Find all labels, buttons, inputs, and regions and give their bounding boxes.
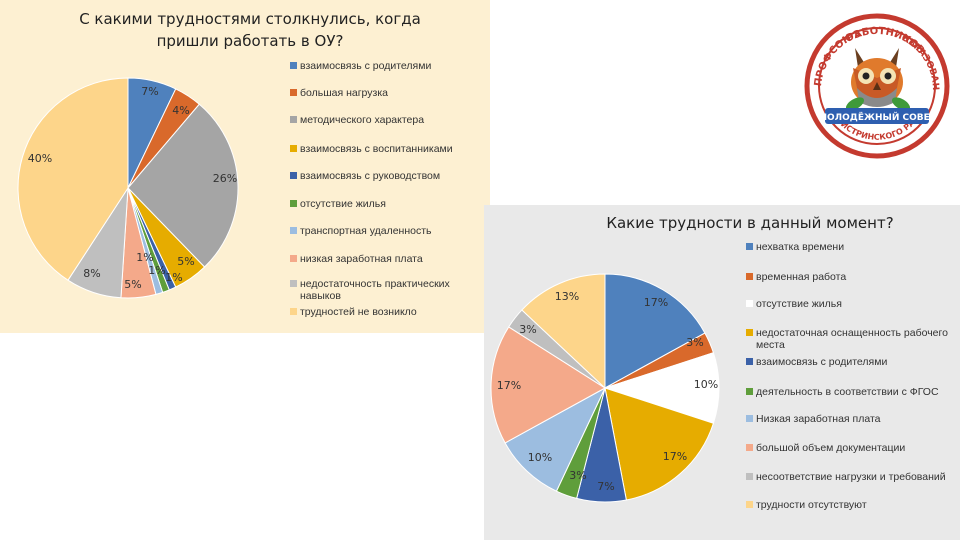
chart1-legend-label-4: взаимосвязь с воспитанниками (300, 143, 453, 155)
chart1-legend-label-2: большая нагрузка (300, 87, 389, 99)
chart1-legend-swatch-8 (290, 255, 297, 262)
chart1-slice-10 (17, 77, 129, 281)
chart1-legend-label-1: взаимосвязь с родителями (300, 60, 432, 72)
chart1-slice-3 (127, 103, 239, 268)
chart2-slice-3 (603, 352, 720, 424)
chart1-data-label-8: 5% (124, 278, 141, 291)
chart2-slice-8 (490, 326, 606, 444)
chart2-legend-swatch-7 (746, 415, 753, 422)
chart1-legend-swatch-9 (290, 280, 297, 287)
chart1-data-label-6: 1% (148, 264, 165, 277)
chart2-legend-swatch-9 (746, 473, 753, 480)
chart2-legend-label-5: взаимосвязь с родителями (756, 356, 888, 368)
chart2-legend-label-7: Низкая заработная плата (756, 413, 881, 425)
chart2-data-label-10: 13% (555, 290, 579, 303)
chart2-data-label-1: 17% (644, 296, 668, 309)
chart1-legend-label-8: низкая заработная плата (300, 253, 423, 265)
chart1-legend-swatch-1 (290, 62, 297, 69)
chart2-legend-label-2: временная работа (756, 271, 847, 283)
chart1-data-label-9: 8% (83, 267, 100, 280)
chart1-data-label-10: 40% (28, 152, 52, 165)
chart2-legend-swatch-3 (746, 300, 753, 307)
chart2-data-label-6: 3% (569, 469, 586, 482)
chart2-slice-10 (521, 273, 606, 390)
chart1-legend-label-3: методического характера (300, 114, 425, 126)
chart2-legend-swatch-6 (746, 388, 753, 395)
chart1-legend-swatch-6 (290, 200, 297, 207)
chart1-legend-label-7: транспортная удаленность (300, 225, 432, 237)
chart2-title: Какие трудности в данный момент? (606, 214, 894, 232)
chart1-legend-label-6: отсутствие жилья (300, 198, 386, 210)
chart2-legend-label-6: деятельность в соответствии с ФГОС (756, 386, 939, 398)
chart2-legend-label-8: большой объем документации (756, 442, 906, 454)
chart2-legend-swatch-5 (746, 358, 753, 365)
chart1-data-label-5: 1% (136, 251, 153, 264)
chart1-legend-swatch-5 (290, 172, 297, 179)
union-youth-council-logo: ПРОФСОЮЗ РАБОТНИКОВ ОБРАЗОВАНИЯ ИСТРИНСК… (803, 12, 951, 160)
chart1-data-label-7: 1% (165, 271, 182, 284)
chart2-legend-label-10: трудности отсутствуют (756, 499, 867, 511)
chart2-legend-label-4: недостаточная оснащенность рабочего мест… (756, 327, 948, 351)
chart2-legend-label-1: нехватка времени (756, 241, 845, 253)
chart1-data-label-4: 5% (177, 255, 194, 268)
chart1-data-label-2: 4% (172, 104, 189, 117)
svg-text:МОЛОДЁЖНЫЙ СОВЕТ: МОЛОДЁЖНЫЙ СОВЕТ (818, 111, 937, 123)
chart1-legend-swatch-4 (290, 145, 297, 152)
chart2-slice-7 (504, 386, 607, 492)
chart2-legend-swatch-1 (746, 243, 753, 250)
chart2-data-label-9: 3% (519, 323, 536, 336)
chart2-legend-swatch-10 (746, 501, 753, 508)
chart1-legend-swatch-3 (290, 116, 297, 123)
chart1-legend-label-5: взаимосвязь с руководством (300, 170, 441, 182)
chart2-slice-1 (604, 273, 706, 389)
chart1-legend-label-10: трудностей не возникло (300, 306, 417, 318)
chart2-data-label-5: 7% (597, 480, 614, 493)
chart2-legend-label-3: отсутствие жилья (756, 298, 842, 310)
chart1-data-label-3: 26% (213, 172, 237, 185)
chart2-data-label-2: 3% (686, 336, 703, 349)
chart2-data-label-3: 10% (694, 378, 718, 391)
chart1-legend-label-9: недостаточность практических навыков (300, 278, 450, 302)
chart2-data-label-7: 10% (528, 451, 552, 464)
chart1-legend-swatch-7 (290, 227, 297, 234)
chart2-legend-swatch-2 (746, 273, 753, 280)
chart2-data-label-8: 17% (497, 379, 521, 392)
chart2-slice-4 (604, 387, 715, 501)
chart2-legend-swatch-8 (746, 444, 753, 451)
chart2-data-label-4: 17% (663, 450, 687, 463)
chart1-data-label-1: 7% (141, 85, 158, 98)
chart1-legend-swatch-10 (290, 308, 297, 315)
chart1-title: С какими трудностями столкнулись, когда … (79, 10, 421, 50)
chart1-legend-swatch-2 (290, 89, 297, 96)
chart2-legend-swatch-4 (746, 329, 753, 336)
chart2-legend-label-9: несоответствие нагрузки и требований (756, 471, 946, 483)
